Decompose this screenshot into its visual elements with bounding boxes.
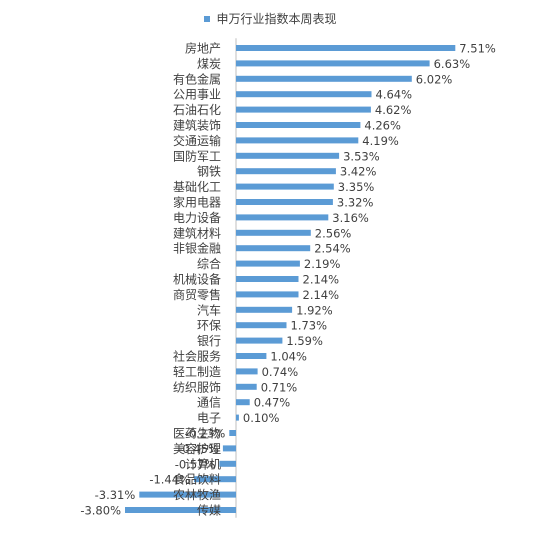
value-label-10: 3.32% xyxy=(337,196,374,210)
value-label-6: 4.19% xyxy=(362,134,399,148)
value-label-25: -0.23% xyxy=(185,427,226,441)
value-label-15: 2.14% xyxy=(303,273,340,287)
value-label-24: 0.10% xyxy=(243,411,280,425)
bar-8 xyxy=(236,168,336,175)
category-label-12: 建筑材料 xyxy=(173,225,221,240)
bar-16 xyxy=(236,291,299,298)
category-label-3: 公用事业 xyxy=(173,88,221,102)
category-label-11: 电力设备 xyxy=(173,211,221,225)
legend-label: 申万行业指数本周表现 xyxy=(216,12,337,26)
bar-24 xyxy=(236,414,239,421)
bar-4 xyxy=(236,106,371,113)
category-label-16: 商贸零售 xyxy=(173,287,221,302)
category-label-2: 有色金属 xyxy=(173,71,221,86)
bar-17 xyxy=(236,306,293,313)
value-label-17: 1.92% xyxy=(296,303,333,317)
value-label-5: 4.26% xyxy=(364,119,401,133)
bar-27 xyxy=(219,460,236,467)
bar-1 xyxy=(236,60,430,67)
category-label-20: 社会服务 xyxy=(173,349,221,364)
bar-11 xyxy=(236,214,329,221)
category-label-27: 计算机 xyxy=(185,456,221,471)
value-label-4: 4.62% xyxy=(375,103,412,117)
bar-6 xyxy=(236,137,359,144)
category-label-13: 非银金融 xyxy=(173,241,221,256)
category-label-25: 医药生物 xyxy=(173,427,221,441)
category-label-15: 机械设备 xyxy=(173,272,221,287)
category-label-23: 通信 xyxy=(197,396,221,410)
bar-23 xyxy=(236,399,250,406)
bar-19 xyxy=(236,337,283,344)
bar-14 xyxy=(236,260,300,267)
category-label-19: 银行 xyxy=(197,334,221,348)
category-label-24: 电子 xyxy=(197,411,221,425)
value-label-18: 1.73% xyxy=(291,319,328,333)
bar-22 xyxy=(236,383,257,390)
category-label-6: 交通运输 xyxy=(173,133,221,148)
bar-9 xyxy=(236,183,334,190)
bar-2 xyxy=(236,75,412,82)
value-label-30: -3.80% xyxy=(80,504,121,518)
category-label-26: 美容护理 xyxy=(173,441,221,456)
bar-20 xyxy=(236,353,267,359)
category-label-29: 农林牧渔 xyxy=(173,488,221,502)
value-label-22: 0.71% xyxy=(261,380,298,394)
category-label-9: 基础化工 xyxy=(173,180,221,194)
bar-0 xyxy=(236,45,456,51)
bar-7 xyxy=(236,152,340,159)
bar-25 xyxy=(229,430,236,436)
category-label-0: 房地产 xyxy=(185,41,221,56)
bar-18 xyxy=(236,322,287,329)
bar-26 xyxy=(222,445,236,452)
value-label-2: 6.02% xyxy=(416,72,453,86)
bar-28 xyxy=(194,476,236,483)
value-label-3: 4.64% xyxy=(376,88,413,102)
value-label-20: 1.04% xyxy=(270,350,307,364)
category-label-28: 食品饮料 xyxy=(173,472,221,487)
bar-30 xyxy=(125,507,236,513)
bar-10 xyxy=(236,199,333,205)
value-label-16: 2.14% xyxy=(303,288,340,302)
value-label-26: -0.45% xyxy=(178,442,219,456)
value-label-14: 2.19% xyxy=(304,257,341,271)
category-label-14: 综合 xyxy=(197,256,221,271)
value-label-19: 1.59% xyxy=(286,334,323,348)
category-label-30: 传媒 xyxy=(197,503,221,518)
category-label-18: 环保 xyxy=(197,319,221,333)
category-label-1: 煤炭 xyxy=(197,57,221,71)
bar-21 xyxy=(236,368,258,375)
value-label-1: 6.63% xyxy=(434,57,471,71)
category-label-22: 纺织服饰 xyxy=(173,380,221,394)
value-label-23: 0.47% xyxy=(254,396,291,410)
category-label-17: 汽车 xyxy=(197,302,221,317)
value-label-9: 3.35% xyxy=(338,180,375,194)
bar-3 xyxy=(236,91,372,98)
bar-12 xyxy=(236,229,311,236)
bar-15 xyxy=(236,276,299,282)
value-label-21: 0.74% xyxy=(262,365,299,379)
value-label-13: 2.54% xyxy=(314,242,351,256)
bar-13 xyxy=(236,245,311,252)
value-label-12: 2.56% xyxy=(315,226,352,240)
category-label-8: 钢铁 xyxy=(197,165,221,179)
value-label-29: -3.31% xyxy=(95,488,136,502)
value-label-28: -1.44% xyxy=(149,473,190,487)
bar-29 xyxy=(139,491,236,498)
value-label-7: 3.53% xyxy=(343,149,380,163)
value-label-11: 3.16% xyxy=(332,211,369,225)
bar-5 xyxy=(236,122,361,128)
value-label-8: 3.42% xyxy=(340,165,377,179)
legend-swatch xyxy=(204,15,211,22)
category-label-10: 家用电器 xyxy=(173,195,221,210)
legend: 申万行业指数本周表现 xyxy=(0,10,541,27)
value-label-27: -0.57% xyxy=(175,457,216,471)
category-label-4: 石油石化 xyxy=(173,103,221,117)
category-label-21: 轻工制造 xyxy=(173,365,221,379)
category-label-5: 建筑装饰 xyxy=(173,118,221,133)
value-label-0: 7.51% xyxy=(459,42,496,56)
category-label-7: 国防军工 xyxy=(173,148,221,163)
